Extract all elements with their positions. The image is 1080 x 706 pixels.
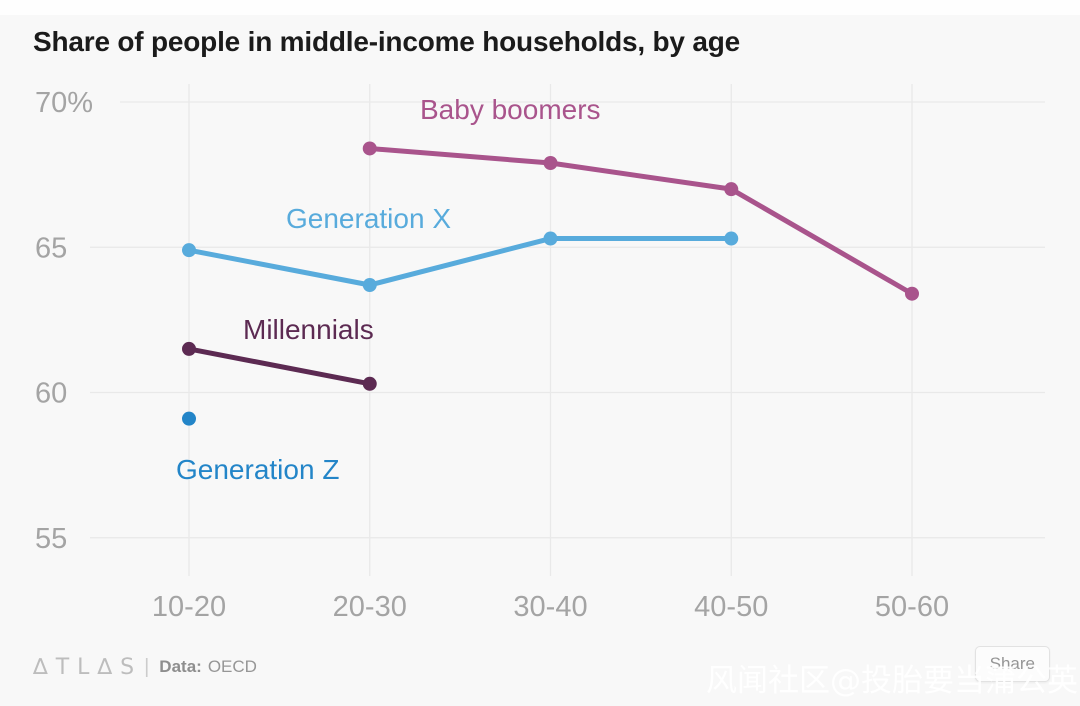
x-tick-label: 20-30: [333, 591, 407, 623]
data-point-generation-x[interactable]: [182, 243, 196, 258]
share-button[interactable]: Share: [974, 646, 1050, 682]
data-point-generation-x[interactable]: [724, 231, 739, 246]
series-line-generation-x: [186, 236, 734, 288]
series-label-millennials: Millennials: [243, 314, 374, 345]
y-tick-label: 65: [35, 232, 67, 264]
data-point-generation-z[interactable]: [182, 411, 196, 426]
data-point-baby-boomers[interactable]: [905, 286, 919, 301]
y-tick-label: 70%: [35, 87, 93, 119]
data-source-label: Data:: [159, 657, 202, 676]
footer: ∆TL∆S | Data: OECD: [33, 652, 257, 682]
data-point-baby-boomers[interactable]: [362, 141, 377, 156]
watermark-text: 风闻社区@投胎要当蒲公英: [706, 663, 1078, 699]
series-label-generation-z: Generation Z: [176, 454, 340, 485]
footer-divider: |: [144, 655, 150, 678]
x-tick-label: 50-60: [875, 591, 949, 623]
x-tick-label: 10-20: [152, 591, 226, 623]
series-label-generation-x: Generation X: [286, 203, 451, 234]
x-tick-label: 40-50: [694, 591, 768, 623]
y-tick-label: 55: [35, 523, 67, 555]
series-line-baby-boomers: [367, 145, 915, 297]
y-tick-label: 60: [35, 378, 67, 410]
data-point-millennials[interactable]: [362, 376, 377, 391]
x-tick-label: 30-40: [513, 591, 587, 623]
series-line-millennials: [186, 346, 373, 387]
series-label-baby-boomers: Baby boomers: [420, 94, 601, 125]
data-point-generation-x[interactable]: [362, 278, 377, 293]
data-point-baby-boomers[interactable]: [543, 156, 558, 171]
data-point-generation-x[interactable]: [543, 231, 558, 246]
data-point-millennials[interactable]: [182, 341, 196, 356]
data-point-baby-boomers[interactable]: [724, 182, 739, 197]
atlas-logo: ∆TL∆S: [33, 654, 143, 680]
top-white-band: [0, 0, 1080, 15]
data-source-value: OECD: [207, 657, 257, 676]
chart-title: Share of people in middle-income househo…: [33, 26, 741, 57]
